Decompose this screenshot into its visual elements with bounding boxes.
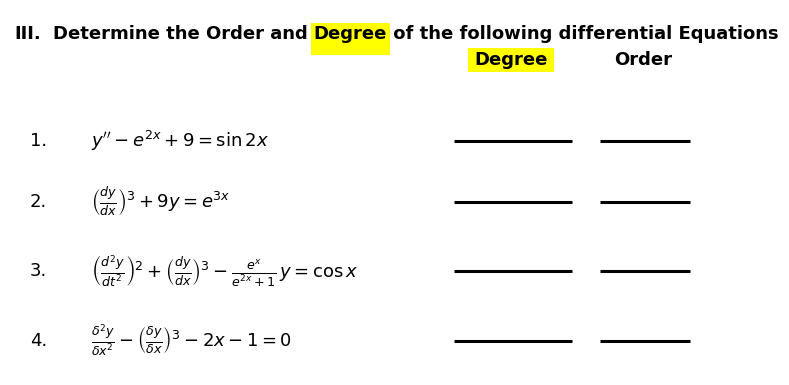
Text: Degree: Degree — [475, 51, 548, 69]
FancyBboxPatch shape — [469, 48, 554, 72]
Text: 2.: 2. — [30, 193, 47, 211]
Text: III.: III. — [14, 25, 41, 43]
Text: Determine the Order and: Determine the Order and — [53, 25, 314, 43]
Text: Degree: Degree — [314, 25, 387, 43]
Text: 4.: 4. — [30, 332, 47, 350]
Text: 3.: 3. — [30, 263, 47, 280]
Text: of the following differential Equations: of the following differential Equations — [387, 25, 779, 43]
Text: Order: Order — [614, 51, 672, 69]
FancyBboxPatch shape — [311, 23, 391, 55]
Text: 1.: 1. — [30, 132, 47, 149]
Text: $\left(\frac{d^{2}y}{dt^{2}}\right)^{2}+\left(\frac{dy}{dx}\right)^{3}-\frac{e^{: $\left(\frac{d^{2}y}{dt^{2}}\right)^{2}+… — [91, 253, 358, 290]
Text: $y''-e^{2x}+9=\sin 2x$: $y''-e^{2x}+9=\sin 2x$ — [91, 129, 269, 152]
Text: $\frac{\delta^{2}y}{\delta x^{2}}-\left(\frac{\delta y}{\delta x}\right)^{3}-2x-: $\frac{\delta^{2}y}{\delta x^{2}}-\left(… — [91, 323, 292, 359]
Text: $\left(\frac{dy}{dx}\right)^{3}+9y=e^{3x}$: $\left(\frac{dy}{dx}\right)^{3}+9y=e^{3x… — [91, 186, 230, 218]
